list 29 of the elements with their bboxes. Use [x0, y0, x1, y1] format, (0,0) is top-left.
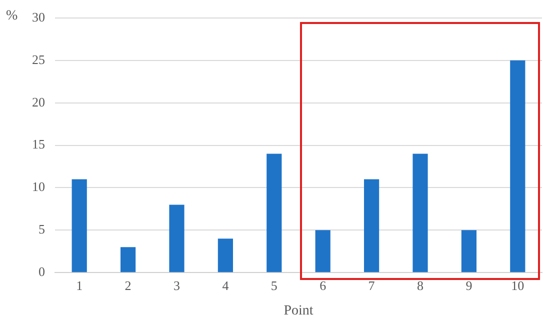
bar: [315, 230, 330, 272]
x-axis-title: Point: [284, 303, 314, 318]
y-tick-label: 10: [32, 179, 45, 194]
bar: [218, 238, 233, 272]
bar: [412, 154, 428, 272]
x-tick-label: 7: [368, 278, 376, 293]
y-tick-label: 25: [32, 52, 45, 67]
x-tick-label: 3: [174, 278, 180, 293]
bar: [169, 204, 184, 272]
y-axis-title: %: [6, 8, 18, 24]
bar: [510, 60, 526, 272]
x-tick-label: 4: [222, 278, 230, 293]
x-tick-label: 2: [124, 278, 132, 293]
y-tick-label: 0: [38, 264, 45, 280]
bar: [364, 179, 380, 272]
y-tick-label: 15: [32, 136, 45, 152]
x-tick-label: 5: [270, 278, 278, 293]
bar: [72, 179, 87, 272]
x-tick-label: 8: [417, 278, 424, 293]
x-tick-label: 6: [320, 278, 327, 293]
bar: [120, 247, 136, 272]
x-tick-label: 1: [76, 278, 83, 293]
y-tick-label: 20: [32, 94, 45, 110]
y-tick-label: 5: [38, 222, 45, 237]
bar: [461, 230, 476, 272]
x-tick-label: 9: [466, 278, 472, 293]
bar: [266, 154, 282, 272]
y-tick-label: 30: [32, 9, 45, 24]
x-tick-label: 10: [511, 278, 524, 293]
